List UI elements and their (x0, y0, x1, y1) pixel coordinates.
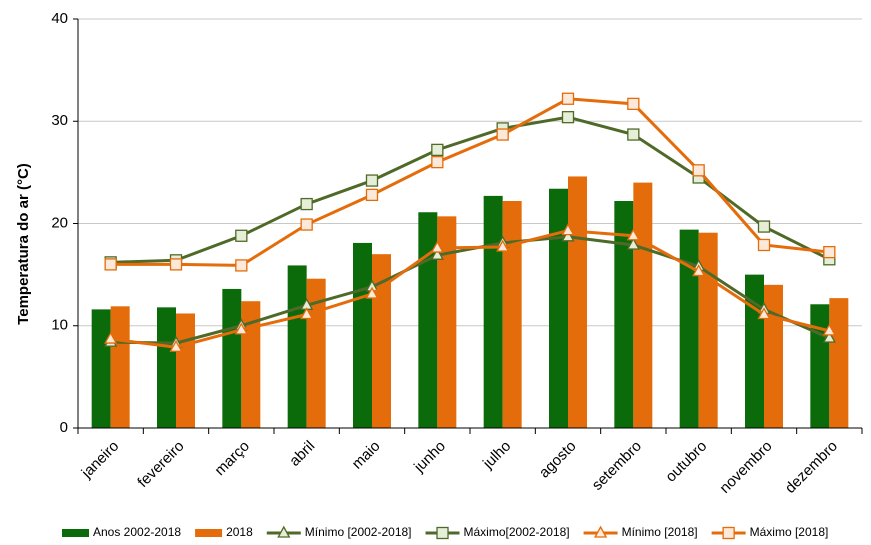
bar (502, 201, 522, 428)
line-series (104, 92, 836, 272)
line (110, 97, 830, 267)
bar (614, 201, 634, 428)
marker (235, 229, 248, 242)
x-tick-label: maio (349, 438, 384, 473)
marker (277, 525, 291, 538)
marker (561, 229, 575, 242)
marker (234, 322, 248, 335)
x-tick-label: agosto (536, 438, 580, 482)
legend-swatch (195, 529, 223, 537)
marker (365, 286, 379, 299)
marker (722, 526, 735, 540)
marker (436, 526, 449, 540)
line-series (104, 111, 836, 269)
marker (561, 111, 575, 124)
line-series (104, 223, 836, 352)
marker (757, 307, 771, 320)
marker (822, 323, 836, 336)
marker (430, 247, 444, 260)
marker (300, 307, 314, 320)
y-tick-label: 30 (51, 112, 68, 129)
line (110, 229, 830, 349)
marker (431, 155, 444, 169)
marker (692, 164, 705, 177)
y-tick-label: 40 (51, 10, 68, 27)
y-tick-label: 10 (51, 317, 68, 334)
marker (626, 228, 640, 241)
marker (431, 143, 444, 157)
legend-label: Mínimo [2018] (622, 525, 698, 539)
marker (627, 97, 640, 111)
bar (764, 284, 783, 428)
bar (633, 182, 653, 428)
marker (430, 240, 444, 253)
legend-label: Anos 2002-2018 (93, 525, 181, 539)
x-tick-label: junho (410, 438, 449, 477)
marker (757, 238, 771, 252)
marker (300, 218, 313, 231)
x-tick-label: novembro (716, 438, 775, 497)
marker (561, 223, 575, 236)
x-tick-label: setembro (589, 438, 645, 494)
x-tick-label: dezembro (782, 438, 841, 497)
marker (104, 331, 118, 344)
marker (627, 128, 640, 141)
marker (365, 188, 379, 202)
bar (287, 265, 307, 428)
line (110, 115, 831, 264)
marker (169, 339, 183, 352)
x-tick-label: outubro (662, 438, 710, 486)
x-tick-label: abril (286, 438, 318, 470)
x-tick-label: janeiro (78, 438, 123, 483)
marker (300, 197, 313, 211)
bar (418, 212, 438, 428)
bar (91, 309, 111, 428)
bar (483, 195, 503, 428)
bar (176, 313, 195, 428)
bar (157, 307, 176, 428)
y-axis-title: Temperatura do ar (°C) (15, 163, 32, 325)
bar (437, 216, 457, 428)
marker (235, 259, 248, 272)
x-tick-label: março (211, 438, 252, 479)
marker (626, 237, 640, 250)
legend: Anos 2002-2018 2018 Mínimo [2002-2018] Máxi… (62, 525, 828, 539)
x-tick-label: fevereiro (134, 438, 187, 491)
bar (549, 188, 568, 428)
legend-label: Máximo [2018] (750, 525, 829, 539)
bar (568, 176, 587, 428)
marker (104, 258, 117, 271)
marker (823, 245, 836, 259)
bar (698, 232, 718, 428)
marker (561, 92, 575, 105)
bar (110, 306, 130, 428)
legend-label: Mínimo [2002-2018] (305, 525, 412, 539)
line (110, 235, 830, 345)
y-tick-label: 20 (51, 214, 68, 231)
legend-label: Máximo[2002-2018] (464, 525, 570, 539)
marker (496, 128, 509, 141)
bar (829, 298, 849, 428)
marker (593, 525, 608, 538)
legend-label: 2018 (226, 525, 253, 539)
bar (810, 304, 830, 428)
marker (822, 330, 836, 343)
marker (496, 239, 510, 252)
marker (365, 174, 379, 187)
bar (222, 288, 242, 428)
y-tick-label: 0 (60, 419, 68, 436)
x-tick-label: julho (479, 438, 514, 473)
bar (679, 229, 699, 428)
marker (757, 220, 771, 233)
legend-swatch (62, 529, 89, 537)
bar (353, 242, 372, 428)
marker (169, 258, 183, 271)
marker (692, 264, 706, 277)
